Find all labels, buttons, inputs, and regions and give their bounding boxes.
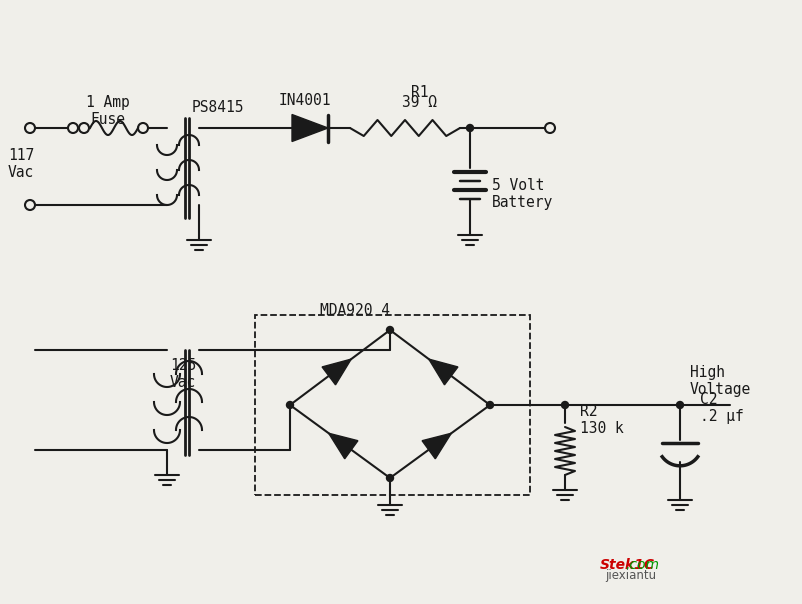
Polygon shape — [292, 115, 327, 141]
Bar — [255, 315, 529, 495]
Circle shape — [486, 402, 493, 408]
Text: 125
Vac: 125 Vac — [170, 358, 196, 390]
Text: 5 Volt
Battery: 5 Volt Battery — [492, 178, 553, 210]
Text: 117
Vac: 117 Vac — [8, 148, 34, 181]
Circle shape — [386, 475, 393, 481]
Circle shape — [286, 402, 294, 408]
Text: Stek1C: Stek1C — [599, 558, 654, 572]
Polygon shape — [428, 359, 457, 385]
Text: 1 Amp
Fuse: 1 Amp Fuse — [86, 95, 130, 127]
Text: PS8415: PS8415 — [192, 100, 244, 115]
Text: jiexiantu: jiexiantu — [604, 569, 655, 582]
Text: R2
130 k: R2 130 k — [579, 404, 623, 436]
Text: MDA920 4: MDA920 4 — [320, 303, 390, 318]
Text: 39 Ω: 39 Ω — [402, 95, 437, 110]
Circle shape — [386, 327, 393, 333]
Text: .com: .com — [624, 558, 658, 572]
Text: R1: R1 — [411, 85, 428, 100]
Polygon shape — [322, 359, 350, 385]
Text: High
Voltage: High Voltage — [689, 365, 751, 397]
Text: IN4001: IN4001 — [278, 93, 331, 108]
Circle shape — [466, 124, 473, 132]
Circle shape — [675, 402, 683, 408]
Text: C2
.2 μf: C2 .2 μf — [699, 392, 743, 424]
Polygon shape — [422, 433, 451, 459]
Polygon shape — [328, 433, 358, 459]
Circle shape — [561, 402, 568, 408]
